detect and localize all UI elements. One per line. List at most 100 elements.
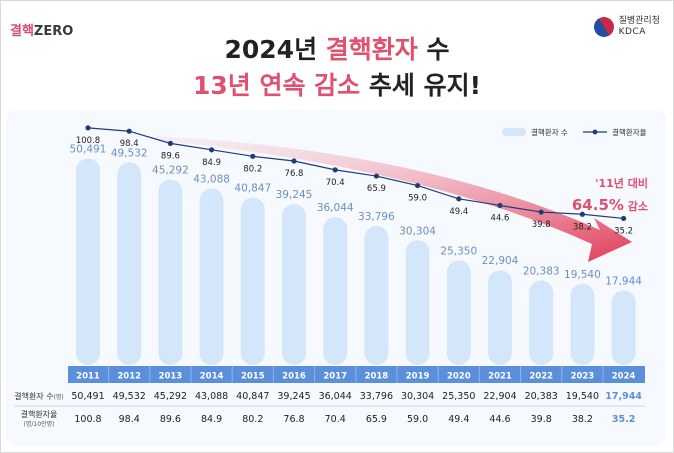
- table-rate-2013: 89.6: [160, 414, 181, 425]
- year-label-2020: 2020: [447, 372, 471, 382]
- bar-2024: [611, 290, 636, 365]
- brand-logo-part1: 결핵: [10, 24, 34, 39]
- title-line-1-b: 수: [417, 35, 450, 64]
- table-rate-2023: 38.2: [572, 414, 593, 425]
- table-rate-2018: 65.9: [366, 414, 387, 425]
- bar-label-2017: 36,044: [317, 202, 354, 214]
- legend-bar-label: 결핵환자 수: [531, 127, 568, 137]
- rate-label-2011: 100.8: [76, 136, 100, 146]
- table-rate-2014: 84.9: [201, 414, 222, 425]
- year-label-2021: 2021: [488, 372, 512, 382]
- table-row1-label: 결핵환자 수: [14, 392, 54, 401]
- rate-label-2018: 65.9: [367, 184, 386, 194]
- bar-2013: [158, 179, 183, 365]
- table-count-2013: 45,292: [154, 391, 187, 402]
- table-rate-2020: 49.4: [448, 414, 469, 425]
- brand-logo: 결핵ZERO: [10, 20, 73, 39]
- rate-label-2014: 84.9: [202, 158, 221, 168]
- bar-2015: [240, 197, 265, 365]
- table-rate-2015: 80.2: [242, 414, 263, 425]
- bar-2023: [570, 283, 595, 365]
- table-rate-2017: 70.4: [325, 414, 346, 425]
- bar-label-2012: 49,532: [111, 147, 148, 159]
- rate-label-2015: 80.2: [243, 164, 262, 174]
- brand-logo-part2: ZERO: [33, 24, 74, 39]
- table-count-2014: 43,088: [195, 391, 228, 402]
- year-label-2017: 2017: [323, 372, 347, 382]
- table-count-2020: 25,350: [442, 391, 475, 402]
- year-label-2023: 2023: [571, 372, 595, 382]
- table-rate-2011: 100.8: [74, 414, 101, 425]
- table-count-2011: 50,491: [71, 391, 104, 402]
- year-label-2018: 2018: [365, 372, 389, 382]
- title-line-1: 2024년 결핵환자 수: [0, 30, 674, 66]
- title-line-1-a: 2024년: [224, 35, 326, 64]
- rate-point-2016: [291, 158, 297, 164]
- bar-label-2016: 39,245: [276, 189, 313, 201]
- table-rate-2024: 35.2: [612, 414, 635, 425]
- table-rate-2021: 44.6: [489, 414, 510, 425]
- table-count-2019: 30,304: [401, 391, 434, 402]
- rate-point-2017: [332, 167, 338, 173]
- bar-label-2019: 30,304: [399, 225, 436, 237]
- table-count-2024: 17,944: [605, 391, 642, 402]
- agency-abbr: KDCA: [618, 27, 646, 37]
- agency-logo: 질병관리청 KDCA: [589, 13, 660, 41]
- rate-label-2024: 35.2: [614, 226, 633, 236]
- table-row1-unit: (명): [53, 394, 64, 401]
- legend-bar-swatch: [502, 128, 526, 136]
- title-line-2-b: 추세 유지!: [360, 71, 481, 100]
- rate-point-2022: [538, 209, 544, 215]
- title-line-1-highlight: 결핵환자: [325, 35, 418, 64]
- annotation-value: 64.5%: [572, 196, 624, 214]
- bar-label-2024: 17,944: [605, 275, 642, 287]
- bar-label-2018: 33,796: [358, 211, 395, 223]
- bar-2017: [323, 217, 348, 365]
- rate-point-2015: [250, 153, 256, 159]
- table-count-2015: 40,847: [236, 391, 269, 402]
- bar-label-2020: 25,350: [440, 245, 477, 257]
- rate-label-2012: 98.4: [120, 139, 139, 149]
- annotation-line-2: 64.5% 감소: [572, 196, 648, 214]
- bar-2020: [446, 260, 471, 365]
- bar-2011: [76, 158, 100, 365]
- table-rate-2019: 59.0: [407, 414, 428, 425]
- year-label-2013: 2013: [159, 372, 183, 382]
- table-count-2016: 39,245: [277, 391, 310, 402]
- rate-label-2019: 59.0: [408, 194, 427, 204]
- rate-label-2017: 70.4: [326, 178, 345, 188]
- table-row2-label-wrap: 결핵환자율 (명/10만명): [10, 410, 68, 430]
- bar-2016: [282, 204, 306, 365]
- year-band: [68, 366, 645, 383]
- table-row1-label-wrap: 결핵환자 수(명): [10, 391, 68, 402]
- bar-2012: [117, 162, 142, 365]
- rate-point-2019: [415, 182, 421, 189]
- bar-label-2013: 45,292: [152, 165, 189, 177]
- rate-point-2014: [209, 147, 215, 153]
- bar-label-2014: 43,088: [193, 173, 230, 185]
- bar-label-2021: 22,904: [482, 255, 519, 267]
- table-count-2018: 33,796: [360, 391, 393, 402]
- bar-2018: [364, 226, 389, 365]
- table-rate-2022: 39.8: [531, 414, 552, 425]
- bar-label-2015: 40,847: [234, 183, 271, 195]
- year-label-2015: 2015: [241, 372, 265, 382]
- rate-point-2011: [85, 125, 91, 131]
- bar-label-2022: 20,383: [523, 265, 560, 277]
- table-count-2021: 22,904: [483, 391, 516, 402]
- bar-2014: [199, 188, 224, 365]
- rate-label-2020: 49.4: [449, 207, 468, 217]
- table-row2-label: 결핵환자율: [20, 410, 58, 419]
- year-label-2024: 2024: [612, 372, 636, 382]
- table-count-2017: 36,044: [319, 391, 352, 402]
- bar-2022: [529, 280, 554, 365]
- rate-point-2020: [456, 196, 462, 202]
- year-label-2019: 2019: [406, 372, 430, 382]
- table-count-2022: 20,383: [525, 391, 558, 402]
- rate-label-2023: 38.2: [573, 222, 592, 232]
- rate-label-2016: 76.8: [285, 169, 304, 179]
- trend-arrow: [155, 136, 632, 262]
- annotation-suffix: 감소: [624, 199, 648, 213]
- table-rate-2012: 98.4: [119, 414, 140, 425]
